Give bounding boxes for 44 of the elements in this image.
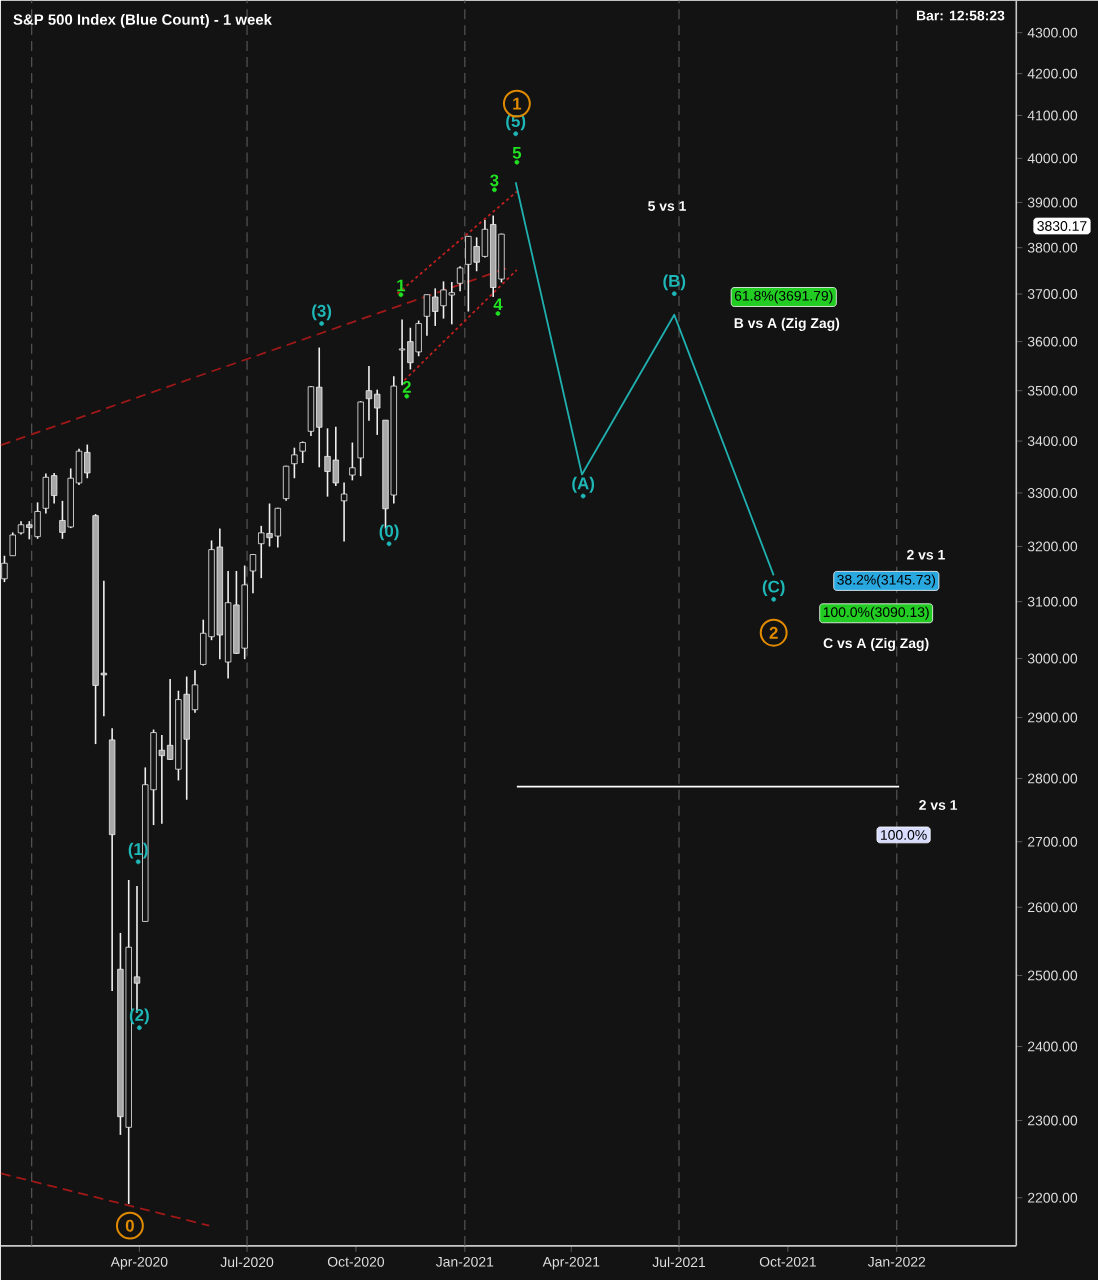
candlestick: [34, 501, 41, 540]
series-label: 4: [493, 298, 503, 311]
candlestick: [249, 553, 257, 594]
candlestick: [473, 236, 480, 273]
candlestick: [282, 465, 290, 502]
series-label: 2: [769, 626, 778, 639]
candlestick: [291, 446, 298, 480]
candlestick: [465, 235, 472, 313]
series-label: (A): [572, 476, 594, 493]
candlestick: [407, 326, 414, 371]
candlestick: [373, 388, 381, 436]
candlestick: [50, 472, 58, 505]
candlestick: [440, 280, 447, 320]
candlestick: [498, 232, 505, 284]
candlestick: [398, 318, 406, 387]
candlestick: [315, 346, 323, 469]
series-label: 1: [513, 97, 522, 110]
candlestick: [431, 287, 439, 327]
candlestick: [266, 502, 273, 548]
series-label: 0: [125, 1219, 134, 1232]
candlestick: [349, 441, 356, 482]
series-label: 5: [512, 147, 522, 159]
candlestick: [257, 525, 265, 579]
candlestick: [340, 481, 348, 543]
candlestick: [84, 443, 91, 480]
series-label: 1: [397, 279, 406, 292]
series-label: 2: [402, 380, 411, 393]
candlestick: [324, 427, 331, 498]
candlestick: [307, 385, 315, 437]
candlestick: [365, 365, 373, 422]
candlestick: [299, 440, 306, 464]
candlestick: [456, 265, 464, 293]
series-label: (C): [762, 580, 785, 596]
candlestick: [9, 531, 16, 557]
candlestick: [274, 506, 281, 549]
series-label: (B): [663, 274, 686, 291]
candlestick: [423, 293, 431, 337]
candlestick: [448, 281, 455, 326]
candlestick: [332, 425, 339, 487]
candlestick: [183, 675, 190, 801]
series-label: (0): [379, 524, 399, 541]
series-label: (3): [312, 304, 331, 321]
candlestick: [415, 319, 422, 357]
series-label: 3: [489, 174, 499, 187]
